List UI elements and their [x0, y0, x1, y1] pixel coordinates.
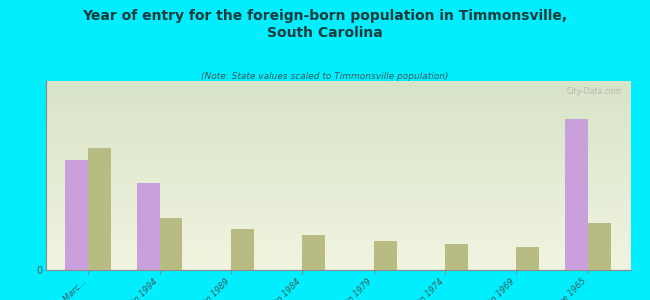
Bar — [374, 241, 396, 270]
Text: City-Data.com: City-Data.com — [567, 87, 621, 96]
Text: (Note: State values scaled to Timmonsville population): (Note: State values scaled to Timmonsvil… — [202, 72, 448, 81]
Bar — [588, 224, 610, 270]
Bar — [160, 218, 183, 270]
Bar — [516, 247, 540, 270]
Text: Year of entry for the foreign-born population in Timmonsville,
South Carolina: Year of entry for the foreign-born popul… — [83, 9, 567, 40]
Bar — [66, 160, 88, 270]
Bar — [302, 235, 325, 270]
Bar — [231, 229, 254, 270]
Bar — [88, 148, 111, 270]
Bar — [136, 183, 160, 270]
Bar — [565, 119, 588, 270]
Bar — [445, 244, 468, 270]
